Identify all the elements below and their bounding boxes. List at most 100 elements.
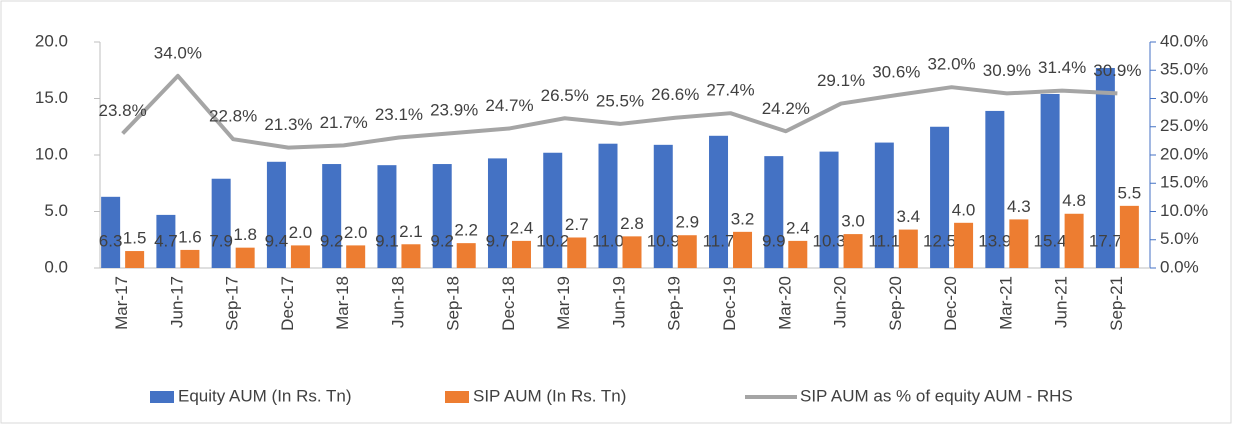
bar [180, 249, 200, 268]
data-label: 1.8 [233, 225, 257, 244]
bar [211, 178, 231, 268]
legend-swatch [445, 391, 469, 403]
data-label: 9.4 [265, 231, 289, 250]
bar [511, 240, 531, 268]
data-label: 23.1% [375, 105, 423, 124]
bar [432, 164, 452, 268]
y2-tick-label: 0.0% [1160, 257, 1199, 276]
data-label: 10.9 [647, 231, 680, 250]
data-label: 9.7 [486, 231, 510, 250]
x-tick-label: Sep-21 [1107, 276, 1126, 331]
data-label: 2.8 [620, 214, 644, 233]
x-tick-label: Mar-17 [112, 276, 131, 330]
data-label: 2.4 [510, 218, 534, 237]
data-label: 30.9% [983, 61, 1031, 80]
y-tick-label: 5.0 [44, 201, 68, 220]
data-label: 11.1 [868, 231, 900, 250]
x-tick-label: Sep-20 [886, 276, 905, 331]
data-label: 1.5 [123, 229, 147, 248]
data-label: 3.4 [896, 207, 920, 226]
x-tick-label: Mar-21 [996, 276, 1015, 330]
bar [709, 135, 729, 268]
y2-tick-label: 20.0% [1160, 144, 1208, 163]
bar [874, 142, 894, 268]
data-label: 23.8% [99, 101, 147, 120]
bar [819, 151, 839, 268]
data-label: 15.4 [1034, 231, 1067, 250]
bar [156, 214, 176, 268]
x-tick-label: Sep-17 [223, 276, 242, 331]
x-tick-label: Dec-20 [941, 276, 960, 331]
data-label: 29.1% [817, 71, 865, 90]
bar [677, 235, 697, 268]
data-label: 24.7% [485, 96, 533, 115]
bar [456, 243, 476, 268]
bar [101, 196, 121, 268]
x-tick-label: Dec-19 [720, 276, 739, 331]
data-label: 30.6% [872, 63, 920, 82]
data-label: 4.0 [952, 200, 976, 219]
data-label: 21.3% [264, 115, 312, 134]
data-label: 25.5% [596, 91, 644, 110]
bar [377, 165, 397, 268]
y-tick-label: 0.0 [44, 257, 68, 276]
data-label: 9.1 [375, 231, 399, 250]
legend-label: Equity AUM (In Rs. Tn) [178, 386, 352, 405]
bar [764, 156, 784, 268]
x-tick-label: Jun-20 [831, 276, 850, 328]
bar [290, 245, 310, 268]
data-label: 2.9 [675, 213, 699, 232]
bar [622, 236, 642, 268]
data-label: 2.1 [399, 222, 423, 241]
bar [235, 247, 255, 268]
bar [322, 164, 342, 268]
data-label: 27.4% [706, 81, 754, 100]
data-label: 11.7 [703, 231, 735, 250]
bar [788, 240, 808, 268]
bar [843, 234, 863, 268]
y2-tick-label: 25.0% [1160, 116, 1208, 135]
data-label: 23.9% [430, 100, 478, 119]
bar [1095, 67, 1115, 269]
data-label: 12.5 [923, 231, 956, 250]
bar [1064, 213, 1084, 268]
bar [567, 237, 587, 268]
y2-tick-label: 15.0% [1160, 173, 1208, 192]
data-label: 4.8 [1062, 191, 1086, 210]
data-label: 1.6 [178, 227, 202, 246]
data-label: 9.9 [762, 231, 786, 250]
bar [1040, 93, 1060, 268]
data-label: 9.2 [430, 231, 454, 250]
bar [954, 222, 974, 268]
x-tick-label: Mar-18 [333, 276, 352, 330]
bar [401, 244, 421, 268]
bar [266, 161, 286, 268]
data-label: 2.0 [344, 223, 368, 242]
bar [985, 110, 1005, 269]
y2-tick-label: 10.0% [1160, 201, 1208, 220]
bar [487, 158, 507, 268]
bar [598, 143, 618, 268]
x-tick-label: Jun-18 [388, 276, 407, 328]
x-tick-label: Mar-19 [554, 276, 573, 330]
data-label: 24.2% [762, 99, 810, 118]
x-tick-label: Jun-21 [1052, 276, 1071, 328]
bar [125, 251, 145, 268]
legend-label: SIP AUM as % of equity AUM - RHS [800, 386, 1073, 405]
data-label: 10.2 [536, 231, 569, 250]
x-tick-label: Sep-18 [444, 276, 463, 331]
data-label: 26.5% [541, 86, 589, 105]
data-label: 3.2 [731, 209, 755, 228]
data-label: 31.4% [1038, 58, 1086, 77]
data-label: 2.4 [786, 218, 810, 237]
data-label: 34.0% [154, 43, 202, 62]
data-label: 4.3 [1007, 197, 1031, 216]
data-label: 7.9 [209, 231, 233, 250]
line [121, 73, 1118, 150]
data-label: 11.0 [592, 231, 624, 250]
data-label: 13.9 [978, 231, 1011, 250]
y-tick-label: 15.0 [35, 88, 68, 107]
data-label: 21.7% [320, 113, 368, 132]
data-label: 3.0 [841, 212, 865, 231]
